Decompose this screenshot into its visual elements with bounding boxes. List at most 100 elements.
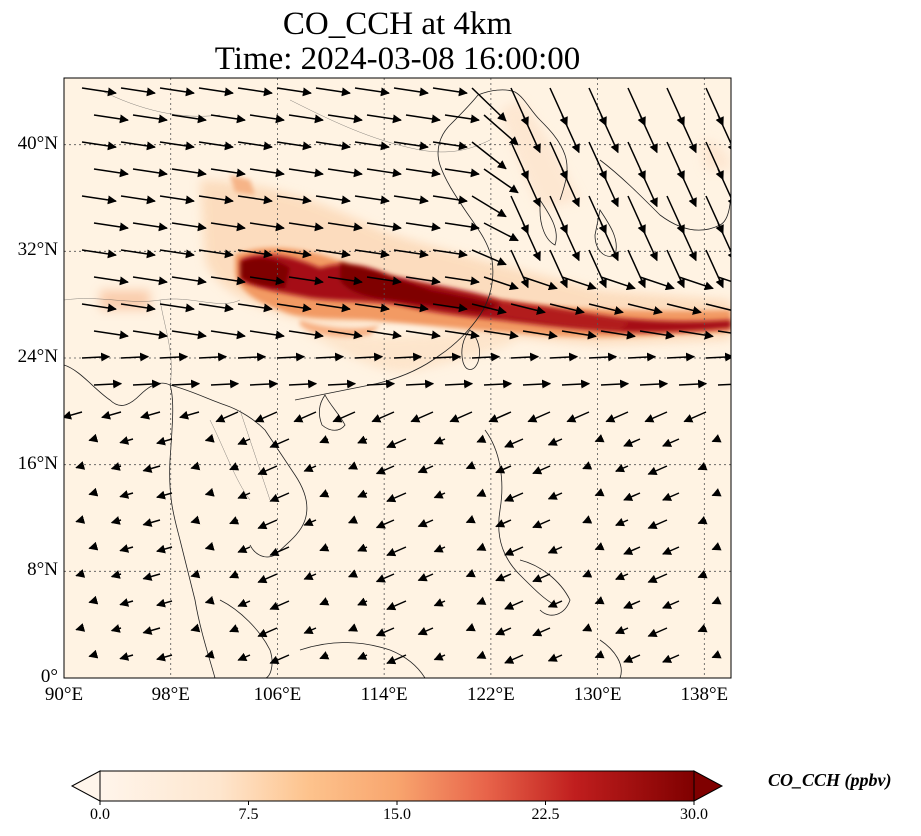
wind-vector [327,330,363,340]
wind-vector [504,438,524,448]
wind-vector [432,141,468,151]
wind-vector [332,411,356,423]
wind-vector [132,379,162,389]
wind-vector [444,379,474,389]
wind-vector [711,488,722,497]
wind-vector [319,435,330,444]
wind-vector [156,436,173,446]
wind-vector [547,545,563,554]
wind-vector [81,303,117,313]
wind-vector [171,114,207,124]
wind-vector [647,573,668,584]
wind-vector [495,465,512,474]
wind-vector [522,168,541,208]
wind-vector [132,222,168,232]
wind-vector [588,352,618,362]
wind-vector [717,168,731,208]
wind-vector [627,352,657,362]
wind-vector [615,463,629,473]
wind-vector [522,330,558,340]
wind-vector [582,461,593,470]
wind-vector [471,352,501,362]
wind-vector [561,222,580,262]
wind-vector [717,330,731,334]
wind-vector [600,114,619,154]
wind-vector [532,519,551,529]
wind-vector [142,518,161,527]
wind-vector [678,168,697,208]
wind-vector [237,598,251,608]
wind-vector [561,379,591,389]
wind-vector [449,411,473,423]
wind-vector [417,572,434,582]
wind-vector [159,87,195,97]
wind-vector [476,434,487,443]
wind-vector [697,623,708,633]
colorbar-tick-label: 15.0 [383,806,411,823]
wind-vector [276,87,312,97]
wind-vector [276,249,312,259]
wind-vector [662,654,680,663]
wind-vector [171,168,207,178]
wind-vector [717,383,731,386]
wind-vector [315,303,351,313]
wind-vector [471,249,507,266]
wind-vector [697,515,708,525]
wind-vector [110,624,122,633]
wind-vector [249,114,285,124]
wind-vector [549,303,585,315]
wind-vector [190,515,201,525]
wind-vector [237,544,251,554]
wind-vector [237,652,251,662]
wind-vector [444,168,480,178]
wind-vector [257,627,278,638]
wind-vector [444,222,480,232]
wind-vector [432,195,468,205]
wind-vector [357,543,368,552]
wind-vector [504,600,524,610]
lon-tick-label: 138°E [680,684,729,705]
wind-vector [639,114,658,154]
colorbar-tick-label: 30.0 [680,806,708,823]
wind-vector [432,303,468,313]
wind-vector [705,249,724,289]
map-time-subtitle: Time: 2024-03-08 16:00:00 [214,41,581,77]
wind-vector [483,330,519,340]
colorbar-tick-label: 22.5 [531,806,560,823]
wind-vector [366,276,402,286]
wind-vector [347,461,359,470]
lat-tick-label: 32°N [17,239,58,261]
wind-vector [639,222,658,262]
wind-vector [417,626,434,636]
wind-vector [204,487,215,497]
wind-vector [254,411,278,423]
wind-vector [354,141,390,151]
wind-vector [276,352,306,362]
wind-vector [639,276,675,291]
wind-vector [444,276,480,286]
wind-vector [140,410,161,420]
wind-vector [293,411,317,423]
wind-vector [627,303,663,315]
wind-vector [623,438,641,447]
wind-vector [315,195,351,205]
wind-vector [510,249,529,289]
wind-vector [639,330,675,340]
lat-tick-label: 40°N [17,132,58,154]
wind-vector [276,195,312,205]
wind-vector [386,438,407,449]
wind-vector [393,303,429,313]
wind-vector [303,517,317,526]
wind-vector [510,303,546,315]
wind-vector [354,303,390,313]
wind-vector [354,195,390,205]
wind-vector [647,627,668,638]
wind-vector [678,330,714,340]
wind-vector [237,141,273,151]
wind-vector [269,654,290,665]
wind-vector [605,411,629,423]
lon-tick-label: 106°E [253,684,302,705]
wind-vector [93,222,129,232]
lon-tick-label: 130°E [573,684,622,705]
wind-vector [327,168,363,178]
